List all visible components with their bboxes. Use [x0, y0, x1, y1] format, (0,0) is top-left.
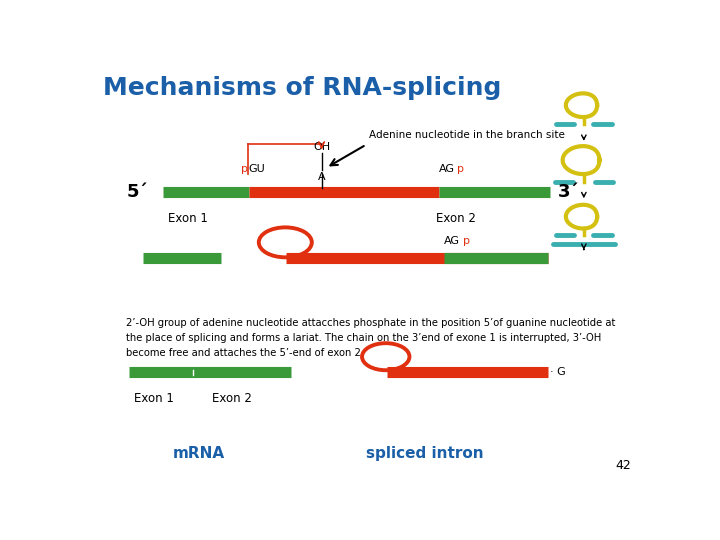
- Text: 42: 42: [616, 460, 631, 472]
- Text: 2’-OH group of adenine nucleotide attacches phosphate in the position 5’of guani: 2’-OH group of adenine nucleotide attacc…: [126, 319, 616, 358]
- Text: · G: · G: [550, 368, 566, 377]
- Text: A: A: [318, 172, 325, 181]
- Text: Exon 1: Exon 1: [134, 393, 174, 406]
- Text: spliced intron: spliced intron: [366, 446, 484, 461]
- Text: 3´: 3´: [557, 183, 579, 201]
- Text: OH: OH: [313, 142, 330, 152]
- Text: AG: AG: [444, 235, 460, 246]
- Text: Exon 2: Exon 2: [436, 212, 475, 225]
- Text: p: p: [241, 164, 248, 174]
- Text: Exon 1: Exon 1: [168, 212, 207, 225]
- Text: 5´: 5´: [127, 183, 148, 201]
- Text: AG: AG: [438, 164, 455, 174]
- Text: Exon 2: Exon 2: [212, 393, 252, 406]
- Text: p: p: [463, 235, 469, 246]
- Text: Adenine nucleotide in the branch site: Adenine nucleotide in the branch site: [369, 131, 565, 140]
- Text: GU: GU: [248, 164, 265, 174]
- Text: mRNA: mRNA: [173, 446, 225, 461]
- Text: Mechanisms of RNA-splicing: Mechanisms of RNA-splicing: [103, 76, 501, 100]
- Text: p: p: [457, 164, 464, 174]
